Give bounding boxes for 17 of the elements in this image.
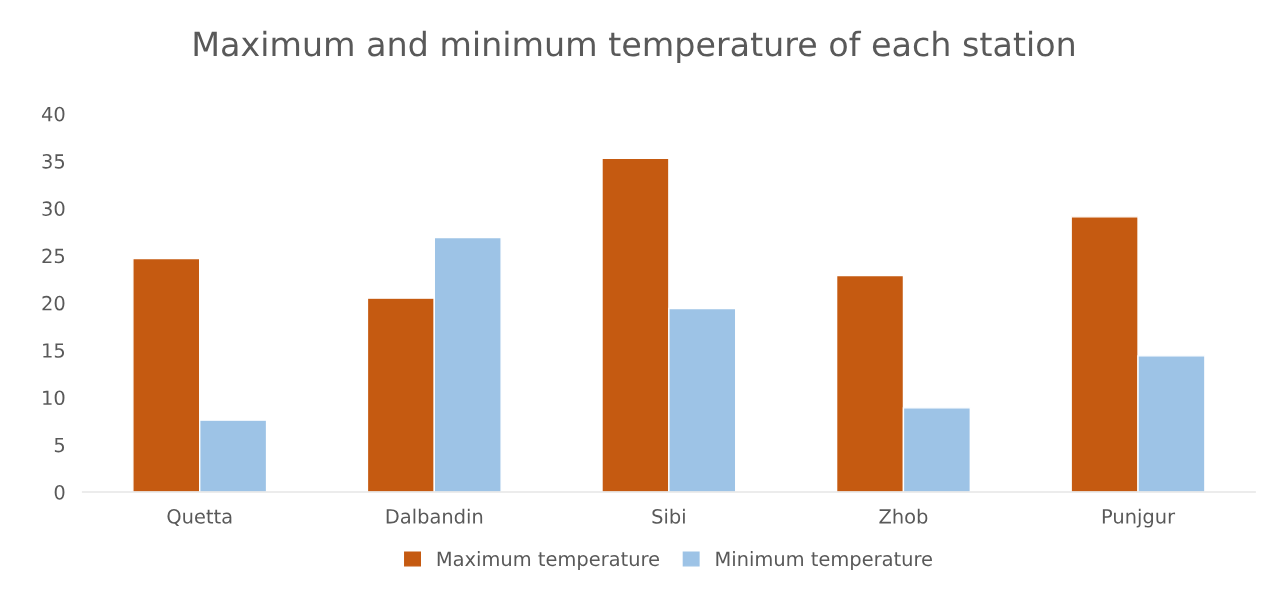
x-tick-label: Quetta bbox=[167, 509, 232, 526]
y-tick-label: 5 bbox=[54, 437, 65, 453]
y-tick-label: 40 bbox=[41, 106, 65, 122]
y-tick-label: 20 bbox=[42, 295, 65, 311]
x-tick-label: Dalbandin bbox=[386, 508, 483, 524]
x-tick-label: Punjgur bbox=[1102, 508, 1176, 528]
y-tick-label: 30 bbox=[42, 201, 65, 216]
legend-label: Maximum temperature bbox=[437, 551, 660, 570]
chart-title: Maximum and minimum temperature of each station bbox=[194, 30, 1074, 64]
x-tick-label: Sibi bbox=[652, 508, 685, 524]
y-tick-label: 25 bbox=[42, 248, 65, 264]
x-tick-label: Zhob bbox=[879, 508, 928, 524]
legend-label: Minimum temperature bbox=[716, 551, 932, 570]
y-tick-label: 0 bbox=[54, 484, 65, 500]
y-tick-label: 10 bbox=[43, 390, 65, 406]
y-tick-label: 15 bbox=[43, 343, 65, 358]
y-tick-label: 35 bbox=[42, 154, 65, 169]
